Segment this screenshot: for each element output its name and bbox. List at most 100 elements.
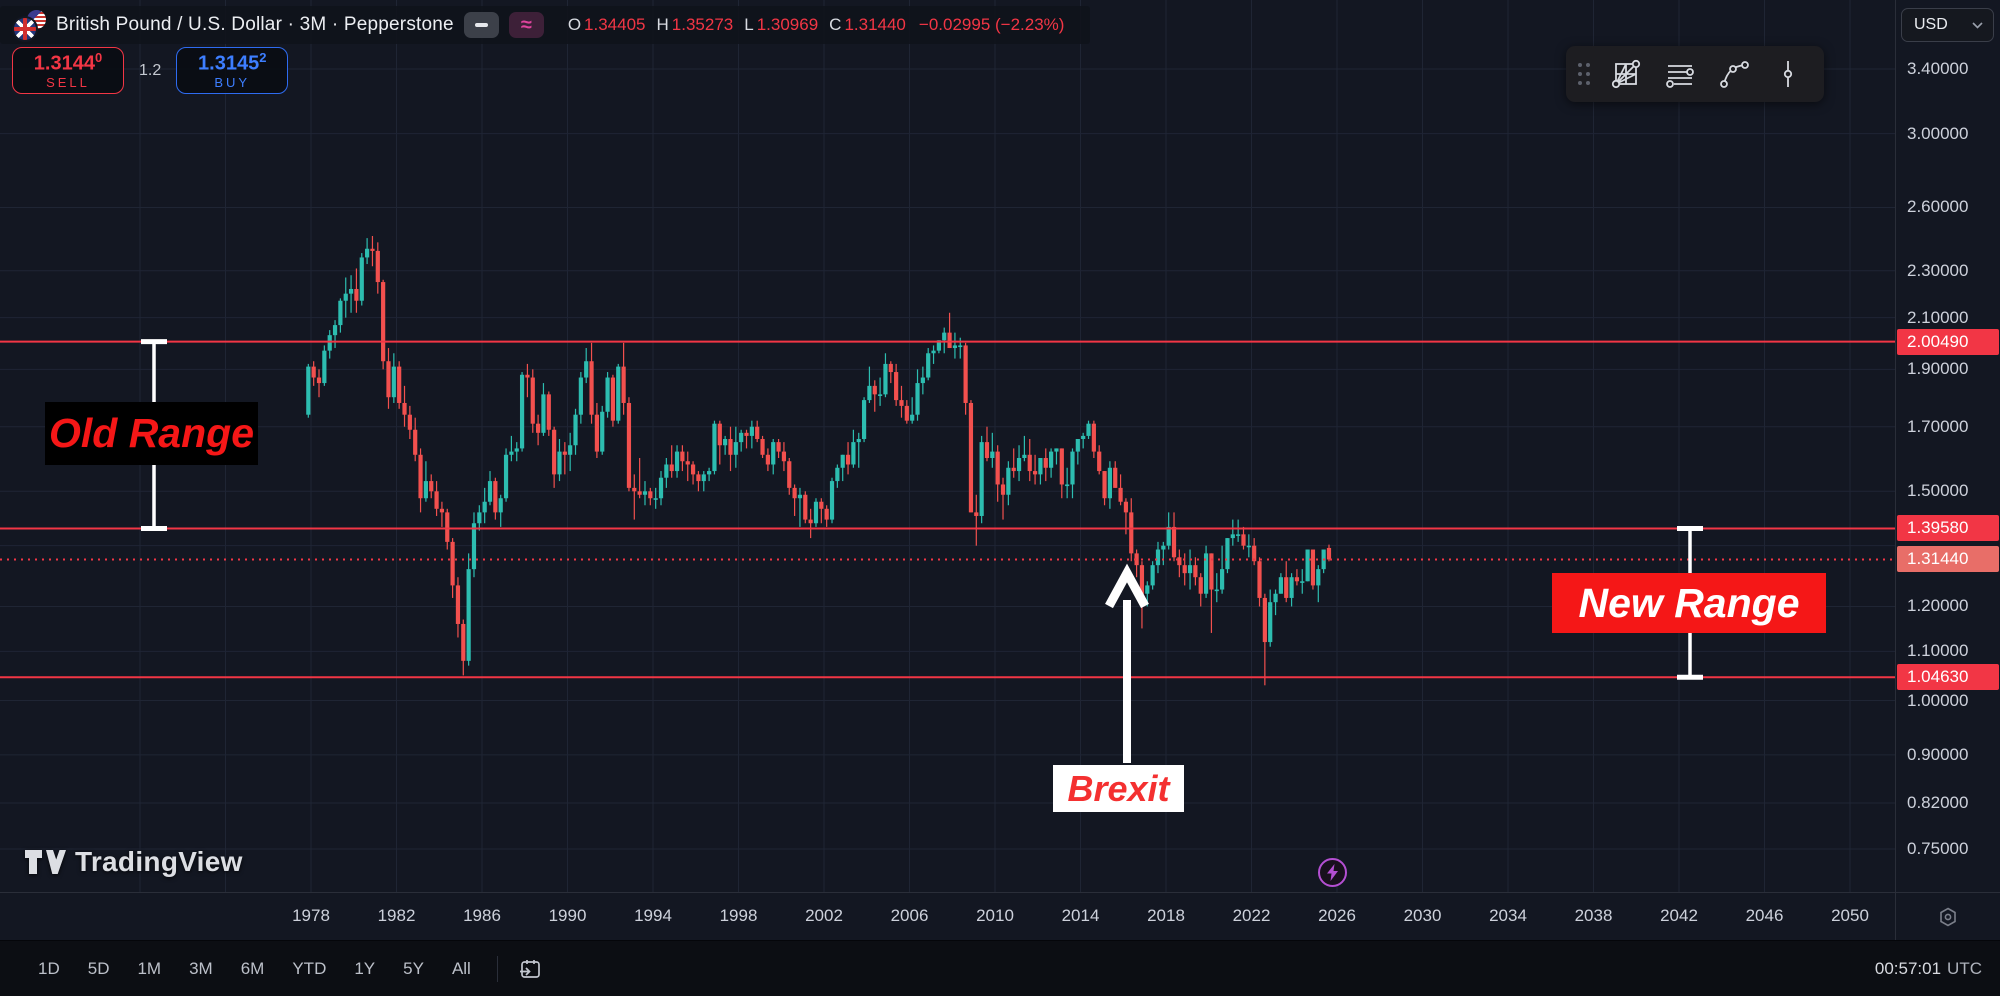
price-level-tag: 1.04630 <box>1897 664 1999 691</box>
price-axis-label: 3.40000 <box>1907 59 1969 78</box>
sell-price: 1.3144 <box>33 53 95 75</box>
calendar-arrow-icon <box>519 959 540 978</box>
uk-flag-icon <box>14 18 36 40</box>
time-axis-label: 2002 <box>805 906 843 925</box>
low-value: 1.30969 <box>756 15 819 34</box>
time-axis-label: 1990 <box>548 906 587 925</box>
brexit-annotation[interactable]: Brexit <box>1053 765 1184 812</box>
buy-label: BUY <box>214 75 251 90</box>
new-range-annotation[interactable]: New Range <box>1552 573 1826 633</box>
time-axis-label: 2014 <box>1061 906 1100 925</box>
tradingview-logo-text: TradingView <box>75 846 243 877</box>
time-axis-label: 1994 <box>634 906 672 925</box>
sell-button[interactable]: 1.31440 SELL <box>12 47 124 94</box>
toolbar-drag-handle-icon[interactable] <box>1578 63 1590 85</box>
candles <box>306 236 1332 686</box>
gann-box-tool-icon[interactable] <box>1602 52 1650 96</box>
price-axis[interactable]: 3.40000 3.00000 2.60000 2.30000 2.10000 1.900… <box>1895 0 2000 892</box>
ohlc-values: O 1.34405 H 1.35273 L 1.30969 C 1.31440 −0.0… <box>568 15 1065 35</box>
axis-settings-corner[interactable] <box>1895 893 2000 941</box>
range-button-ytd[interactable]: YTD <box>292 958 327 978</box>
scale-settings-icon <box>1940 907 1956 927</box>
sell-price-sup: 0 <box>94 50 103 66</box>
price-axis-label: 1.50000 <box>1907 481 1969 501</box>
price-axis-label: 3.00000 <box>1907 123 1969 143</box>
spread-value: 1.2 <box>139 61 162 79</box>
minus-icon <box>474 23 488 27</box>
price-axis-label: 2.10000 <box>1907 307 1969 327</box>
vertical-line-tool-icon[interactable] <box>1764 52 1812 96</box>
high-label: H <box>656 15 669 34</box>
low-label: L <box>744 15 754 34</box>
range-button-all[interactable]: All <box>451 958 471 978</box>
time-axis-label: 2026 <box>1318 906 1356 925</box>
buy-price: 1.3145 <box>198 53 260 75</box>
price-level-tag: 1.39580 <box>1897 515 1999 542</box>
grid-vertical <box>139 0 1851 892</box>
range-button-1y[interactable]: 1Y <box>354 958 376 978</box>
candlestick-chart[interactable] <box>0 0 1895 892</box>
chevron-down-icon <box>1972 21 1983 29</box>
time-axis-label: 2010 <box>976 906 1014 925</box>
go-to-date-button[interactable] <box>510 953 550 985</box>
price-axis-label: 2.30000 <box>1907 260 1969 280</box>
tradingview-mark-icon <box>25 850 66 874</box>
latest-bar-flash-button[interactable] <box>1318 858 1347 887</box>
range-button-3m[interactable]: 3M <box>189 958 213 978</box>
price-axis-label: 1.70000 <box>1907 416 1969 436</box>
price-axis-label: 1.20000 <box>1907 596 1969 616</box>
brexit-arrow[interactable] <box>1105 563 1149 763</box>
footer-divider <box>496 955 498 982</box>
range-button-1m[interactable]: 1M <box>137 958 162 978</box>
grid-horizontal <box>0 68 1895 850</box>
price-axis-label: 1.10000 <box>1907 641 1969 661</box>
currency-selector[interactable]: USD <box>1901 8 1994 42</box>
symbol-flags-icon[interactable] <box>14 10 46 40</box>
range-button-5d[interactable]: 5D <box>87 958 110 978</box>
old-range-annotation[interactable]: Old Range <box>45 402 258 465</box>
price-axis-label: 1.00000 <box>1907 690 1969 710</box>
current-price-tag: 1.31440 <box>1897 546 1999 573</box>
buy-button[interactable]: 1.31452 BUY <box>176 47 289 94</box>
drawing-toolbar <box>1566 46 1824 102</box>
close-value: 1.31440 <box>844 15 906 34</box>
open-value: 1.34405 <box>584 15 646 34</box>
time-axis-label: 2034 <box>1489 906 1527 925</box>
trade-buttons: 1.31440 SELL 1.2 1.31452 BUY <box>12 47 289 94</box>
collapse-legend-button[interactable] <box>463 12 499 38</box>
time-axis-label: 2050 <box>1831 906 1869 925</box>
parallel-lines-tool-icon[interactable] <box>1656 52 1704 96</box>
time-axis-label: 2006 <box>890 906 929 925</box>
open-label: O <box>567 15 582 34</box>
price-axis-label: 1.90000 <box>1907 359 1969 379</box>
wave-indicator-button[interactable]: ≈ <box>508 12 544 38</box>
symbol-header: British Pound / U.S. Dollar · 3M · Peppe… <box>0 6 1091 44</box>
symbol-title[interactable]: British Pound / U.S. Dollar · 3M · Peppe… <box>56 14 454 35</box>
clock-time: 00:57:01 <box>1874 958 1942 978</box>
bottom-toolbar: 1D 5D 1M 3M 6M YTD 1Y 5Y All 00:57:01 UTC <box>0 940 2000 996</box>
time-axis-label: 2018 <box>1147 906 1185 925</box>
time-axis-label: 2046 <box>1745 906 1784 925</box>
tradingview-logo[interactable]: TradingView <box>24 846 243 878</box>
time-axis[interactable]: 1978 1982 1986 1990 1994 1998 2002 2006 2010 2014… <box>0 892 2000 941</box>
time-axis-label: 2042 <box>1660 906 1698 925</box>
time-axis-label: 2030 <box>1403 906 1442 925</box>
range-button-5y[interactable]: 5Y <box>403 958 424 978</box>
price-level-lines[interactable] <box>0 340 1895 679</box>
range-button-1d[interactable]: 1D <box>38 958 60 978</box>
close-label: C <box>829 15 842 34</box>
sell-label: SELL <box>46 75 90 90</box>
price-axis-label: 0.82000 <box>1907 792 1969 812</box>
range-button-6m[interactable]: 6M <box>240 958 265 978</box>
time-axis-label: 1982 <box>377 906 416 925</box>
time-axis-label: 1998 <box>719 906 758 925</box>
time-axis-label: 2038 <box>1574 906 1613 925</box>
session-clock[interactable]: 00:57:01 UTC <box>1875 959 1982 979</box>
price-axis-label: 0.75000 <box>1907 839 1969 859</box>
high-value: 1.35273 <box>671 15 734 34</box>
change-value: −0.02995 (−2.23%) <box>918 15 1065 34</box>
price-axis-label: 0.90000 <box>1907 744 1969 764</box>
curve-tool-icon[interactable] <box>1710 52 1758 96</box>
buy-price-sup: 2 <box>259 50 267 66</box>
